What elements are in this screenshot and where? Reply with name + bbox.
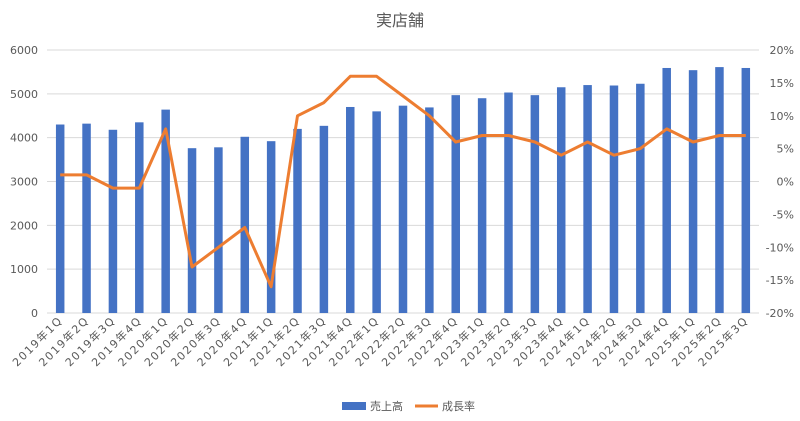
bar xyxy=(715,67,724,313)
right-tick-label: -10% xyxy=(766,241,794,254)
x-axis: 2019年1Q2019年2Q2019年3Q2019年4Q2020年1Q2020年… xyxy=(9,313,751,369)
right-axis: -20% -15% -10% -5% 0% 5% 10% 15% 20% xyxy=(766,44,794,320)
bar xyxy=(636,83,645,313)
line-series xyxy=(60,74,746,289)
bar xyxy=(662,67,671,313)
growth-rate-line xyxy=(60,74,746,289)
bar xyxy=(372,111,381,313)
bar xyxy=(556,87,566,313)
legend-bar-label: 売上高 xyxy=(370,399,403,413)
left-tick-label: 2000 xyxy=(10,219,38,232)
bar xyxy=(319,125,329,313)
left-tick-label: 6000 xyxy=(10,44,38,57)
bar xyxy=(187,148,197,313)
bar xyxy=(135,122,144,313)
legend-line-label: 成長率 xyxy=(442,399,475,413)
bar xyxy=(398,105,408,313)
legend: 売上高 成長率 xyxy=(342,399,475,413)
bar xyxy=(530,95,540,313)
bar xyxy=(240,136,250,313)
right-tick-label: 15% xyxy=(770,77,794,90)
bar xyxy=(214,147,223,313)
bar-series xyxy=(55,67,751,314)
left-tick-label: 3000 xyxy=(10,176,38,189)
bar xyxy=(688,70,698,313)
right-tick-label: 0% xyxy=(777,176,794,189)
bar xyxy=(82,123,91,313)
bar xyxy=(609,85,619,313)
left-tick-label: 0 xyxy=(31,307,38,320)
bar xyxy=(504,92,513,313)
left-axis: 0 1000 2000 3000 4000 5000 6000 xyxy=(10,44,38,320)
bar xyxy=(161,109,170,313)
right-tick-label: 5% xyxy=(777,143,794,156)
bar xyxy=(583,85,592,313)
left-tick-label: 4000 xyxy=(10,132,38,145)
bar xyxy=(477,98,487,313)
right-tick-label: -5% xyxy=(773,208,794,221)
bar xyxy=(266,141,276,313)
legend-bar-swatch xyxy=(342,402,366,410)
bar xyxy=(451,95,460,313)
bar xyxy=(293,128,302,313)
right-tick-label: -20% xyxy=(766,307,794,320)
left-tick-label: 5000 xyxy=(10,88,38,101)
right-tick-label: 10% xyxy=(770,110,794,123)
bar xyxy=(346,106,355,313)
bar xyxy=(425,107,434,314)
chart-title: 実店舗 xyxy=(376,11,424,30)
right-tick-label: 20% xyxy=(770,44,794,57)
left-tick-label: 1000 xyxy=(10,263,38,276)
bar xyxy=(741,67,751,313)
bar xyxy=(108,129,118,313)
bar xyxy=(55,124,65,314)
right-tick-label: -15% xyxy=(766,274,794,287)
